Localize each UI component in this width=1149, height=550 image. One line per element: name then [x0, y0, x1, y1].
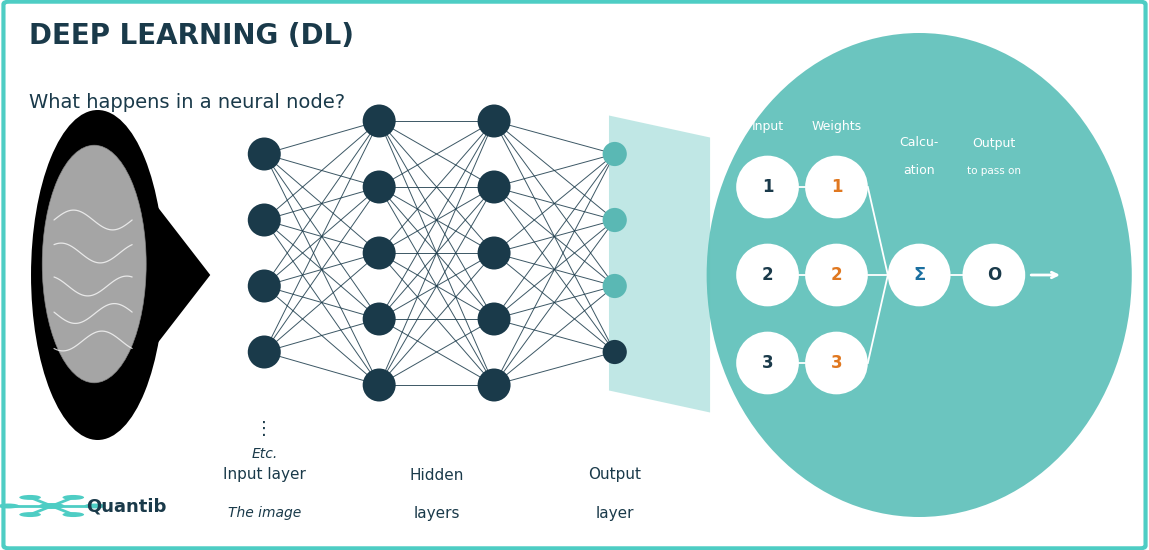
- Ellipse shape: [602, 274, 627, 298]
- Text: Etc.: Etc.: [252, 447, 277, 461]
- Ellipse shape: [248, 336, 280, 368]
- Ellipse shape: [602, 340, 627, 364]
- Ellipse shape: [39, 503, 64, 509]
- Ellipse shape: [0, 504, 20, 508]
- Text: layer: layer: [595, 506, 634, 521]
- Ellipse shape: [478, 368, 510, 402]
- Text: to pass on: to pass on: [967, 166, 1020, 175]
- Text: What happens in a neural node?: What happens in a neural node?: [29, 94, 345, 113]
- Ellipse shape: [707, 33, 1132, 517]
- Ellipse shape: [602, 208, 627, 232]
- Ellipse shape: [248, 204, 280, 236]
- Ellipse shape: [805, 156, 867, 218]
- Text: 1: 1: [831, 178, 842, 196]
- Text: 1: 1: [762, 178, 773, 196]
- Polygon shape: [609, 116, 710, 412]
- Text: Quantib: Quantib: [86, 497, 167, 515]
- Text: 3: 3: [762, 354, 773, 372]
- Text: Weights: Weights: [811, 120, 862, 133]
- Ellipse shape: [888, 244, 950, 306]
- Text: Input layer: Input layer: [223, 468, 306, 482]
- Ellipse shape: [84, 504, 106, 508]
- Ellipse shape: [248, 138, 280, 170]
- Ellipse shape: [602, 142, 627, 166]
- Ellipse shape: [62, 512, 84, 517]
- Text: O: O: [987, 266, 1001, 284]
- Ellipse shape: [31, 110, 164, 440]
- Text: Calcu-: Calcu-: [900, 136, 939, 150]
- Ellipse shape: [737, 244, 799, 306]
- Ellipse shape: [20, 512, 41, 517]
- Ellipse shape: [363, 104, 395, 138]
- Text: 2: 2: [762, 266, 773, 284]
- Text: Hidden: Hidden: [409, 468, 464, 482]
- Text: layers: layers: [414, 506, 460, 521]
- Ellipse shape: [478, 170, 510, 204]
- Ellipse shape: [805, 332, 867, 394]
- Ellipse shape: [805, 244, 867, 306]
- Ellipse shape: [62, 495, 84, 500]
- Text: The image: The image: [228, 506, 301, 520]
- Polygon shape: [153, 201, 210, 349]
- Ellipse shape: [737, 156, 799, 218]
- Text: Input: Input: [751, 120, 784, 133]
- Text: Σ: Σ: [913, 266, 925, 284]
- Ellipse shape: [478, 302, 510, 336]
- Ellipse shape: [737, 332, 799, 394]
- Text: DEEP LEARNING (DL): DEEP LEARNING (DL): [29, 22, 354, 50]
- Text: ation: ation: [903, 164, 935, 177]
- Ellipse shape: [478, 104, 510, 138]
- Ellipse shape: [20, 495, 41, 500]
- Ellipse shape: [363, 236, 395, 270]
- Text: Output: Output: [588, 468, 641, 482]
- Ellipse shape: [963, 244, 1025, 306]
- Text: Output: Output: [972, 136, 1016, 150]
- Text: 2: 2: [831, 266, 842, 284]
- Ellipse shape: [363, 170, 395, 204]
- Ellipse shape: [43, 145, 146, 383]
- Ellipse shape: [478, 236, 510, 270]
- Text: 3: 3: [831, 354, 842, 372]
- Ellipse shape: [363, 368, 395, 402]
- Ellipse shape: [363, 302, 395, 336]
- Ellipse shape: [248, 270, 280, 302]
- Text: ⋮: ⋮: [255, 420, 273, 438]
